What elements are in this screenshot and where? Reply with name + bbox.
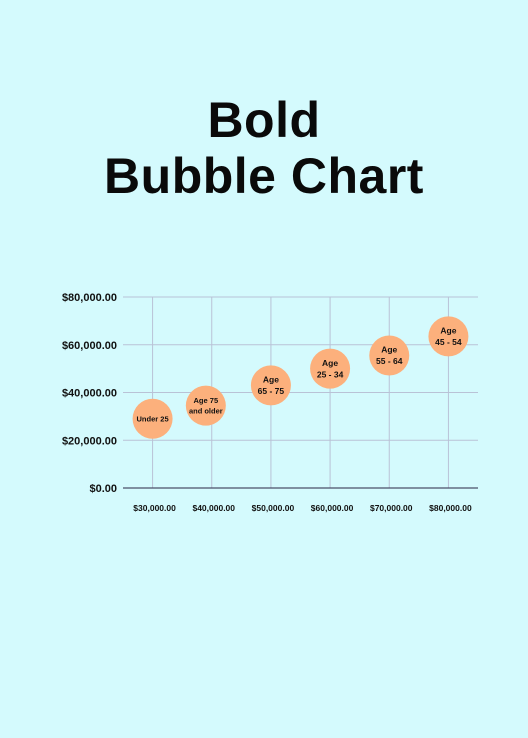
x-tick-label: $50,000.00 bbox=[252, 503, 295, 513]
bubble-label: 45 - 54 bbox=[435, 337, 462, 347]
x-tick-label: $40,000.00 bbox=[192, 503, 235, 513]
bubble-label: Age bbox=[263, 375, 279, 385]
bubble-label: 55 - 64 bbox=[376, 356, 403, 366]
chart-grid bbox=[123, 296, 478, 489]
bubble-circle bbox=[310, 348, 351, 389]
chart-title: Bold Bubble Chart bbox=[0, 92, 528, 204]
x-tick-label: $60,000.00 bbox=[311, 503, 354, 513]
x-axis-ticks: $30,000.00 $40,000.00 $50,000.00 $60,000.00… bbox=[133, 503, 472, 513]
bubble-circle bbox=[428, 316, 469, 357]
x-tick-label: $70,000.00 bbox=[370, 503, 413, 513]
y-tick-label: $80,000.00 bbox=[62, 292, 117, 304]
y-tick-label: $60,000.00 bbox=[62, 340, 117, 352]
x-tick-label: $80,000.00 bbox=[429, 503, 472, 513]
bubble-label: 25 - 34 bbox=[317, 369, 344, 379]
bubble-circle bbox=[185, 385, 226, 426]
bubble-circle bbox=[250, 365, 291, 406]
chart-title-line-1: Bold bbox=[207, 92, 321, 148]
y-axis-ticks: $0.00 $20,000.00 $40,000.00 $60,000.00 $80,0… bbox=[62, 292, 117, 495]
bubble: Under 25 bbox=[132, 398, 173, 439]
bubble-circle bbox=[132, 398, 173, 439]
bubble-label: 65 - 75 bbox=[258, 386, 285, 396]
bubble: Age 75 and older bbox=[185, 385, 226, 426]
bubble-label: and older bbox=[189, 407, 223, 416]
bubble-label: Age bbox=[381, 345, 397, 355]
y-tick-label: $0.00 bbox=[89, 483, 117, 495]
bubble-label: Under 25 bbox=[137, 414, 169, 423]
bubble-label: Age 75 bbox=[194, 396, 219, 405]
y-tick-label: $20,000.00 bbox=[62, 435, 117, 447]
bubble-label: Age bbox=[440, 326, 456, 336]
x-tick-label: $30,000.00 bbox=[133, 503, 176, 513]
chart-title-line-2: Bubble Chart bbox=[104, 148, 424, 204]
bubble-circle bbox=[369, 335, 410, 376]
y-tick-label: $40,000.00 bbox=[62, 388, 117, 400]
bubble-label: Age bbox=[322, 358, 338, 368]
